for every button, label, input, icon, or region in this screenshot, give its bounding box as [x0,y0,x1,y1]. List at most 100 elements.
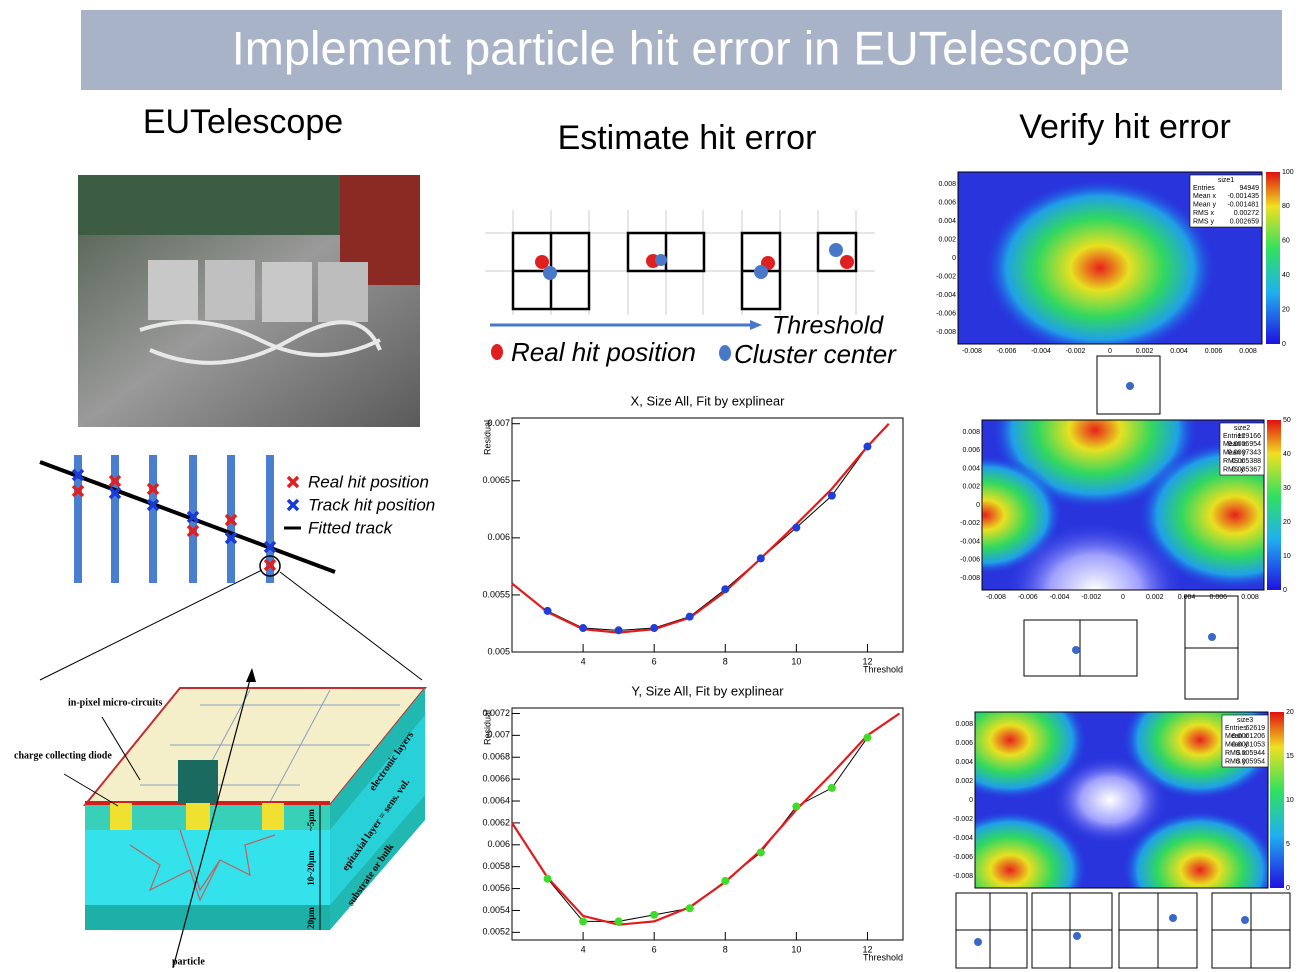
stats-value: 0.005388 [1232,458,1261,465]
x-tick-label: 10 [791,944,801,954]
colorbar-label: 10 [1283,553,1291,560]
y-tick-label: -0.008 [936,329,956,336]
cluster-dots [974,382,1249,946]
stats-key: Entries [1225,725,1247,732]
y-tick-label: 0.008 [938,181,956,188]
data-point [650,910,659,919]
stats-name: size2 [1234,425,1250,432]
plot-frame [511,417,904,653]
y-tick-label: 0.002 [962,484,980,491]
x-tick-label: 0 [1108,348,1112,355]
x-tick-label: 0.008 [1241,594,1259,601]
stats-key: Mean x [1193,193,1216,200]
legend-label: Track hit position [308,495,435,514]
y-tick-label: 0.008 [955,721,973,728]
data-point [579,624,588,633]
y-axis-label: Residual [482,710,492,745]
heatmap-blob [975,810,1088,888]
data-point [863,442,872,451]
x-tick-label: 0.002 [1136,348,1154,355]
x-tick-label: -0.008 [986,594,1006,601]
y-tick-label: 0.008 [962,429,980,436]
stats-key: Mean y [1193,202,1216,209]
data-point [579,917,588,926]
colorbar-label: 40 [1283,451,1291,458]
fit-curve [511,712,901,926]
detector-label: particle [172,956,205,967]
detector-label: charge collecting diode [14,750,112,761]
data-point [721,585,730,594]
diagram-label: Real hit position [511,337,696,367]
stats-value: 94949 [1240,185,1260,192]
detector-label: ~5µm [306,809,316,831]
stats-key: RMS x [1223,458,1245,465]
stats-name: size1 [1218,177,1234,184]
x-tick-label: 0.006 [1209,594,1227,601]
detector-label: in-pixel micro-circuits [68,697,162,708]
y-tick-label: 0.006 [955,740,973,747]
stats-key: Mean x [1223,441,1246,448]
colorbar-label: 10 [1286,797,1294,804]
colorbar [1267,420,1281,590]
plot-frame [511,707,904,941]
y-tick-label: 0.006 [487,839,510,849]
colorbar-label: 0 [1286,885,1290,892]
data-point [614,917,623,926]
stats-value: 129166 [1238,433,1261,440]
data-point [543,874,552,883]
x-tick-label: 10 [791,656,801,666]
colorbar-label: 0 [1282,341,1286,348]
y-tick-label: 0.006 [487,532,510,542]
fit-curve [511,422,890,634]
stats-value: 0.005367 [1232,466,1261,473]
data-point [792,523,801,532]
stats-key: RMS x [1225,750,1247,757]
x-tick-label: 12 [862,656,872,666]
x-tick-label: -0.008 [962,348,982,355]
heatmap-frame [957,171,1263,345]
data-point [543,606,552,615]
y-tick-label: 0.006 [938,199,956,206]
y-tick-label: 0.0056 [482,883,510,893]
legend-label: Fitted track [308,518,394,537]
colorbar-label: 20 [1283,519,1291,526]
y-tick-label: 0.0068 [482,752,510,762]
y-tick-label: 0.0064 [482,795,510,805]
y-tick-label: 0.004 [955,759,973,766]
colorbar-label: 60 [1282,238,1290,245]
data-point [685,904,694,913]
stats-key: Mean y [1223,450,1246,457]
stats-key: Mean x [1225,733,1248,740]
diagram-label: Cluster center [734,339,897,369]
stats-key: Mean y [1225,742,1248,749]
title-bar [81,10,1282,90]
colorbar [1266,172,1280,344]
data-point [721,876,730,885]
data-point [792,802,801,811]
x-tick-label: 6 [652,656,657,666]
x-tick-label: -0.004 [1050,594,1070,601]
y-tick-label: -0.004 [960,538,980,545]
pixel-boxes [955,355,1291,969]
stats-key: RMS y [1225,758,1247,765]
colorbar [1270,712,1284,888]
y-tick-label: -0.008 [953,873,973,880]
y-tick-label: 0.005 [487,646,510,656]
x-tick-label: -0.006 [1018,594,1038,601]
x-axis-label: Threshold [863,664,903,674]
stats-value: 0.0007343 [1228,450,1261,457]
detector-label: 20µm [306,907,316,929]
colorbar-label: 0 [1283,587,1287,594]
colorbar-label: 40 [1282,272,1290,279]
colorbar-label: 50 [1283,417,1291,424]
x-tick-label: 8 [723,944,728,954]
data-point [863,733,872,742]
x-tick-label: 0.002 [1146,594,1164,601]
x-tick-label: 12 [862,944,872,954]
colorbar-label: 5 [1286,841,1290,848]
heatmap-frame [981,419,1265,591]
colorbar-label: 15 [1286,753,1294,760]
colorbar-label: 80 [1282,203,1290,210]
data-point [614,626,623,635]
